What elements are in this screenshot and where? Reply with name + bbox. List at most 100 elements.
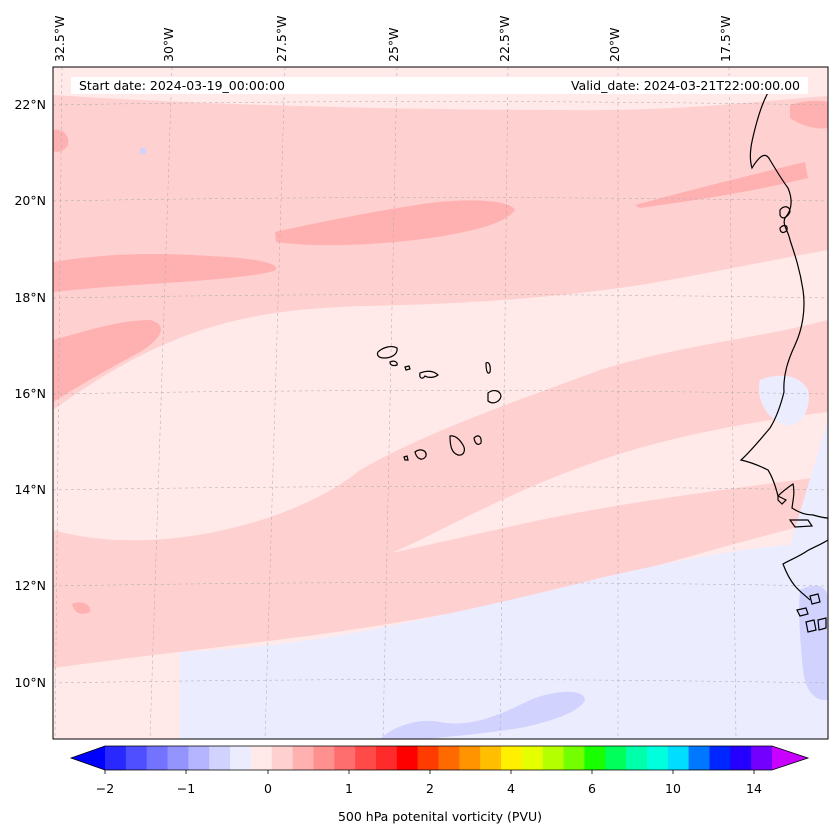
africa-coastline — [739, 84, 828, 601]
latitude-label: 10°N — [14, 675, 46, 690]
latitude-label: 22°N — [14, 97, 46, 112]
colorbar-swatch — [667, 746, 690, 770]
colorbar-swatch — [459, 746, 481, 770]
pv-core-northeast — [635, 162, 808, 208]
colorbar-swatch — [250, 746, 273, 770]
pv-core-west-upper — [53, 254, 277, 292]
pv-core-central-north — [275, 200, 515, 246]
coast-inlet-north — [779, 206, 791, 219]
island-boa-vista — [487, 390, 502, 404]
start-date-text: Start date: 2024-03-19_00:00:00 — [79, 78, 285, 93]
pv-contour-field — [53, 67, 828, 739]
valid-date-text: Valid_date: 2024-03-21T22:00:00.00 — [570, 78, 800, 93]
coast-inlet-north-2 — [779, 224, 788, 234]
colorbar-tick-label: 10 — [665, 781, 681, 796]
pv-negative-dot — [140, 148, 146, 154]
pv-core-northwest-edge — [53, 129, 69, 152]
pv-band-south — [53, 476, 828, 668]
colorbar-swatch — [605, 746, 627, 770]
coastlines — [739, 84, 828, 633]
colorbar-swatch — [355, 746, 377, 770]
longitude-label: 27.5°W — [274, 15, 289, 62]
colorbar-swatch — [375, 746, 398, 770]
colorbar-swatch — [417, 746, 439, 770]
cape-verde-islands — [376, 346, 502, 461]
colorbar-swatch — [125, 746, 148, 770]
colorbar-swatch — [688, 746, 710, 770]
island-santo-antao — [376, 346, 398, 359]
colorbar-tick-label: 2 — [426, 781, 434, 796]
pv-band-north — [53, 95, 828, 410]
colorbar-tick-label: 14 — [746, 781, 762, 796]
pv-patch-small-north — [640, 153, 674, 164]
island-fogo — [414, 449, 427, 460]
latitude-label: 18°N — [14, 290, 46, 305]
colorbar-swatch — [730, 746, 752, 770]
island-sao-nicolau — [419, 370, 439, 379]
colorbar-tick-label: −2 — [95, 781, 115, 796]
colorbar-swatch — [146, 746, 169, 770]
pv-core-far-northeast — [790, 100, 828, 129]
colorbar-swatch — [563, 746, 585, 770]
colorbar-swatch — [313, 746, 335, 770]
graticule — [53, 67, 828, 739]
longitude-label: 22.5°W — [497, 15, 512, 62]
colorbar-extend-max — [772, 746, 808, 770]
colorbar-swatch — [646, 746, 669, 770]
colorbar-swatch — [480, 746, 502, 770]
colorbar-extend-min — [71, 746, 105, 770]
colorbar-tick-label: 6 — [588, 781, 596, 796]
colorbar-swatch — [271, 746, 294, 770]
pv-negative-southeast — [180, 420, 828, 739]
colorbar-tick-label: −1 — [176, 781, 196, 796]
pv-negative-darker-south — [380, 691, 585, 739]
date-info-box — [71, 77, 808, 94]
colorbar-tick-label: 1 — [345, 781, 353, 796]
longitude-label: 25°W — [386, 27, 401, 62]
colorbar-swatch — [230, 746, 252, 770]
colorbar-swatch — [167, 746, 189, 770]
longitude-label: 30°W — [161, 27, 176, 62]
colorbar-swatch — [188, 746, 210, 770]
island-maio — [473, 435, 482, 445]
island-brava — [403, 455, 409, 461]
colorbar-label: 500 hPa potenital vorticity (PVU) — [337, 809, 543, 824]
island-sal — [485, 361, 491, 374]
colorbar-tick-label: 0 — [264, 781, 272, 796]
colorbar-swatch — [292, 746, 314, 770]
pv-negative-east — [758, 375, 809, 426]
colorbar-swatch — [334, 746, 356, 770]
coast-estuary — [788, 519, 814, 528]
latitude-label: 12°N — [14, 578, 46, 593]
colorbar-swatch — [751, 746, 773, 770]
colorbar-swatch — [396, 746, 419, 770]
coast-inlet — [777, 495, 788, 505]
colorbar-swatch — [105, 746, 127, 770]
colorbar-swatch — [209, 746, 231, 770]
colorbar-swatch — [438, 746, 460, 770]
colorbar — [69, 745, 810, 774]
island-sao-vicente — [389, 360, 398, 367]
pv-core-small-patch — [72, 602, 91, 614]
longitude-label: 17.5°W — [718, 15, 733, 62]
island-santa-luzia — [404, 365, 411, 371]
map-frame — [52, 66, 829, 740]
colorbar-swatch — [626, 746, 648, 770]
longitude-label: 32.5°W — [52, 15, 67, 62]
pv-band-central — [53, 320, 828, 660]
latitude-label: 16°N — [14, 386, 46, 401]
pv-core-west-lower — [53, 320, 161, 402]
colorbar-tick-label: 4 — [507, 781, 515, 796]
colorbar-swatch — [709, 746, 731, 770]
colorbar-swatch — [542, 746, 565, 770]
colorbar-swatch — [521, 746, 544, 770]
colorbar-swatch — [501, 746, 523, 770]
latitude-label: 20°N — [14, 193, 46, 208]
pv-patch-southwest — [58, 538, 91, 570]
island-santiago — [449, 435, 465, 456]
colorbar-swatch — [584, 746, 606, 770]
bijagos-islands — [796, 593, 827, 633]
latitude-label: 14°N — [14, 482, 46, 497]
longitude-label: 20°W — [607, 27, 622, 62]
